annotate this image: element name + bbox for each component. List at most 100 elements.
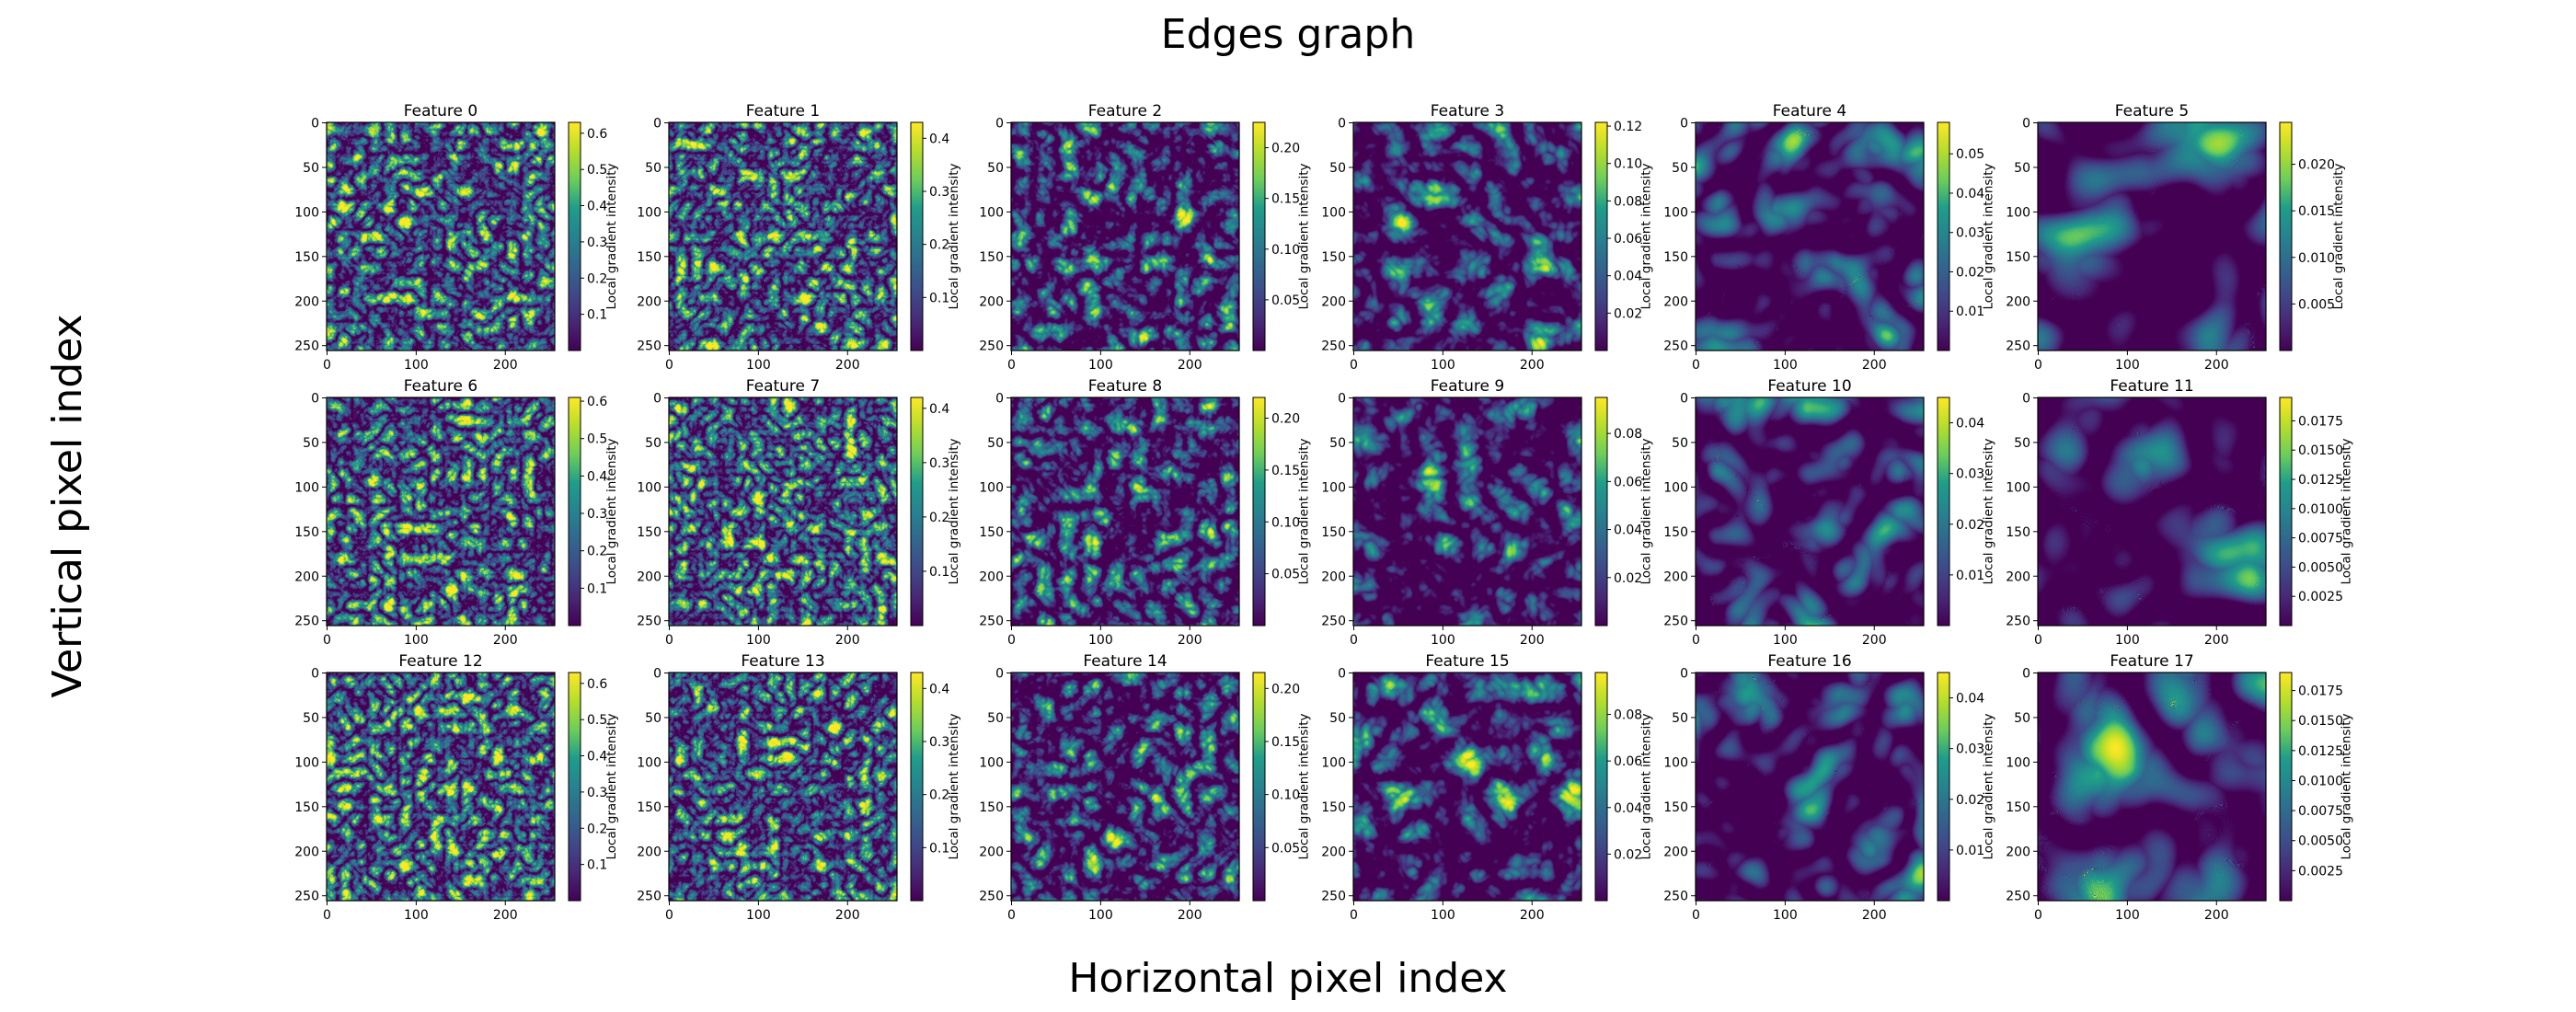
y-tick-label: 0 xyxy=(2022,392,2030,407)
x-tick-label: 200 xyxy=(1520,908,1545,923)
colorbar-label: Local gradient intensity xyxy=(947,714,961,860)
y-tick-label: 50 xyxy=(2014,436,2030,451)
y-tick-label: 150 xyxy=(979,250,1004,265)
colorbar-tick-label: 0.0050 xyxy=(2298,834,2343,849)
colorbar-tick-label: 0.015 xyxy=(2298,204,2335,219)
colorbar-tick-label: 0.02 xyxy=(1956,265,1984,280)
y-tick-label: 0 xyxy=(2022,667,2030,682)
heatmap-panel: Feature 4 0 50 100 150 200 250 0 100 200 0.01 0.02 0… xyxy=(1663,102,1995,373)
colorbar-tick-label: 0.12 xyxy=(1614,120,1642,134)
panel-title: Feature 4 xyxy=(1773,102,1846,121)
x-tick-label: 100 xyxy=(746,908,771,923)
y-tick-label: 200 xyxy=(979,845,1004,859)
y-tick-label: 150 xyxy=(1321,800,1346,815)
y-tick-label: 200 xyxy=(1321,569,1346,584)
y-tick-label: 250 xyxy=(1663,339,1688,354)
y-tick-label: 50 xyxy=(303,161,319,176)
y-tick-label: 200 xyxy=(2006,294,2030,309)
colorbar-tick-label: 0.2 xyxy=(929,238,949,253)
colorbar-tick-label: 0.02 xyxy=(1956,793,1984,808)
x-tick-label: 100 xyxy=(1773,908,1798,923)
y-tick-label: 50 xyxy=(1329,711,1346,726)
y-tick-label: 100 xyxy=(979,755,1004,770)
colorbar-label: Local gradient intensity xyxy=(1639,164,1653,310)
y-tick-label: 100 xyxy=(2006,755,2030,770)
colorbar-tick-label: 0.4 xyxy=(929,682,949,696)
x-tick-label: 0 xyxy=(1350,358,1358,373)
y-tick-label: 0 xyxy=(653,392,661,407)
y-tick-label: 50 xyxy=(987,436,1004,451)
x-tick-label: 100 xyxy=(746,358,771,373)
y-tick-label: 100 xyxy=(1663,480,1688,495)
y-tick-label: 200 xyxy=(979,294,1004,309)
axes-frame xyxy=(1695,397,1925,627)
y-tick-label: 100 xyxy=(294,755,319,770)
colorbar xyxy=(1594,397,1608,627)
y-tick-label: 100 xyxy=(979,205,1004,220)
y-tick-label: 50 xyxy=(303,711,319,726)
x-tick-label: 100 xyxy=(1088,358,1113,373)
colorbar-tick-label: 0.05 xyxy=(1271,841,1300,856)
colorbar-tick-label: 0.2 xyxy=(929,788,949,803)
colorbar-tick-label: 0.0075 xyxy=(2298,532,2343,546)
colorbar-tick-label: 0.04 xyxy=(1956,417,1984,431)
y-tick-label: 150 xyxy=(294,250,319,265)
y-tick-label: 200 xyxy=(637,845,661,859)
x-tick-label: 0 xyxy=(1007,633,1016,648)
x-tick-label: 200 xyxy=(1178,908,1202,923)
colorbar-tick-label: 0.10 xyxy=(1271,243,1300,258)
y-tick-label: 200 xyxy=(2006,569,2030,584)
colorbar-label: Local gradient intensity xyxy=(1981,714,1995,860)
colorbar-tick-label: 0.0100 xyxy=(2298,502,2343,517)
y-tick-label: 150 xyxy=(1663,250,1688,265)
figure-x-label: Horizontal pixel index xyxy=(1068,955,1507,1002)
colorbar-tick-label: 0.005 xyxy=(2298,297,2335,312)
x-tick-label: 200 xyxy=(1178,358,1202,373)
y-tick-label: 200 xyxy=(2006,845,2030,859)
colorbar xyxy=(1937,397,1950,627)
colorbar-tick-label: 0.2 xyxy=(929,511,949,525)
colorbar-tick-label: 0.20 xyxy=(1271,142,1300,156)
y-tick-label: 100 xyxy=(2006,205,2030,220)
y-tick-label: 200 xyxy=(637,294,661,309)
heatmap-panel: Feature 0 0 50 100 150 200 250 0 100 200 0.1 0.2 0.3… xyxy=(294,102,619,373)
heatmap-panel: Feature 9 0 50 100 150 200 250 0 100 200 0.02 0.04 0… xyxy=(1321,377,1653,648)
heatmap-image xyxy=(1353,397,1581,626)
y-tick-label: 100 xyxy=(1663,755,1688,770)
y-tick-label: 100 xyxy=(637,755,661,770)
heatmap-panel: Feature 11 0 50 100 150 200 250 0 100 200 0.0025 0.… xyxy=(2006,377,2353,648)
panel-title: Feature 0 xyxy=(404,102,477,121)
x-tick-label: 100 xyxy=(1773,358,1798,373)
panel-title: Feature 8 xyxy=(1088,377,1162,396)
colorbar-tick-label: 0.0175 xyxy=(2298,684,2343,699)
heatmap-image xyxy=(327,122,555,351)
colorbar-tick-label: 0.3 xyxy=(929,456,949,471)
x-tick-label: 100 xyxy=(1088,633,1113,648)
y-tick-label: 200 xyxy=(1663,294,1688,309)
y-tick-label: 100 xyxy=(637,205,661,220)
axes-frame xyxy=(1352,672,1582,902)
colorbar-tick-label: 0.0025 xyxy=(2298,590,2343,604)
y-tick-label: 250 xyxy=(637,615,661,629)
heatmap-panel: Feature 13 0 50 100 150 200 250 0 100 200 0.1 0.2 0.… xyxy=(637,652,961,923)
y-tick-label: 50 xyxy=(1329,436,1346,451)
axes-frame xyxy=(326,121,556,351)
colorbar-tick-label: 0.1 xyxy=(929,291,949,305)
x-tick-label: 0 xyxy=(2034,908,2042,923)
y-tick-label: 250 xyxy=(1321,890,1346,904)
panel-title: Feature 3 xyxy=(1431,102,1504,121)
colorbar xyxy=(568,121,581,351)
axes-frame xyxy=(1695,121,1925,351)
x-tick-label: 0 xyxy=(665,908,673,923)
colorbar-tick-label: 0.10 xyxy=(1614,157,1642,172)
colorbar-tick-label: 0.05 xyxy=(1271,293,1300,308)
colorbar-tick-label: 0.0050 xyxy=(2298,560,2343,575)
colorbar-tick-label: 0.20 xyxy=(1271,412,1300,427)
x-tick-label: 200 xyxy=(835,633,860,648)
x-tick-label: 0 xyxy=(2034,633,2042,648)
y-tick-label: 200 xyxy=(294,569,319,584)
y-tick-label: 0 xyxy=(995,392,1004,407)
colorbar-tick-label: 0.04 xyxy=(1614,801,1642,816)
figure-title: Edges graph xyxy=(1161,11,1415,58)
